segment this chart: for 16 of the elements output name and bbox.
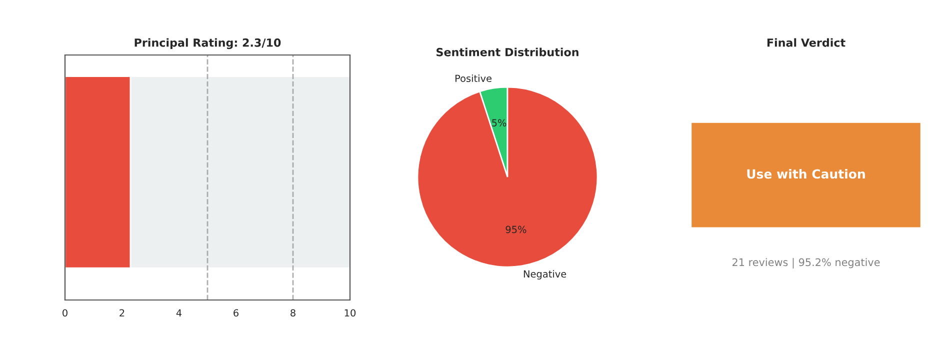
x-tick-label: 2 (120, 309, 124, 316)
chart-title: Sentiment Distribution (436, 48, 578, 56)
x-tick-label: 4 (176, 309, 182, 316)
x-tick-label: 0 (62, 309, 68, 317)
data-label: 5% (492, 119, 506, 126)
x-tick-label: 8 (290, 309, 296, 317)
pie-slice (416, 86, 598, 268)
chart-title: Principal Rating: 2.3/10 (134, 38, 281, 50)
x-tick-label: 10 (344, 309, 356, 317)
text: Use with Caution (747, 169, 865, 179)
data-label: 95% (506, 226, 526, 234)
text: Final Verdict (767, 38, 846, 47)
x-tick-label: 6 (234, 309, 238, 317)
text: 21 reviews | 95.2% negative (732, 258, 880, 268)
slice-label: Negative (524, 270, 566, 280)
slice-label: Positive (455, 74, 492, 82)
